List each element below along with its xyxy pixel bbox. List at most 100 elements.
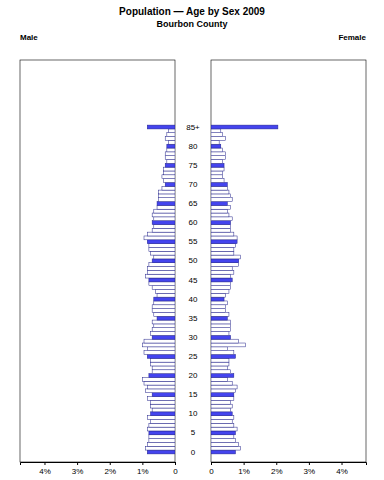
bar <box>211 255 240 259</box>
tick-label: 4% <box>336 467 348 476</box>
tick: 0 <box>209 462 214 476</box>
chart: Population — Age by Sex 2009Bourbon Coun… <box>0 0 384 480</box>
series-label: Male <box>20 33 38 42</box>
tick-label: 4% <box>39 467 51 476</box>
bar <box>211 290 229 294</box>
tick-label: 10 <box>189 409 198 418</box>
tick: 35 <box>189 314 198 323</box>
bar <box>211 202 227 206</box>
bar <box>211 198 232 202</box>
bar <box>211 389 235 393</box>
bar <box>149 435 175 439</box>
bar <box>152 228 175 232</box>
tick-label: 50 <box>189 256 198 265</box>
bar <box>147 347 175 351</box>
bar <box>211 225 231 229</box>
bar <box>164 167 175 171</box>
bar <box>147 442 175 446</box>
bar <box>211 209 227 213</box>
bar <box>151 332 175 336</box>
bar <box>211 179 224 183</box>
bar <box>211 320 231 324</box>
bar <box>147 427 175 431</box>
bar <box>152 370 175 374</box>
bar <box>211 171 222 175</box>
bar <box>152 335 175 339</box>
tick-label: 35 <box>189 314 198 323</box>
bar <box>167 144 175 148</box>
bar <box>211 431 235 435</box>
plot-frame <box>211 60 366 462</box>
bar <box>168 129 175 133</box>
tick: 70 <box>189 180 198 189</box>
bar <box>164 179 175 183</box>
bar <box>149 278 175 282</box>
bar <box>211 347 227 351</box>
bar <box>168 140 175 144</box>
bar <box>165 137 175 141</box>
bar <box>211 408 231 412</box>
bar <box>149 423 175 427</box>
bar <box>211 190 229 194</box>
bars <box>142 125 175 454</box>
bar <box>152 393 175 397</box>
bar <box>147 232 175 236</box>
bar <box>211 385 237 389</box>
title: Population — Age by Sex 2009 <box>119 6 265 17</box>
bar <box>152 366 175 370</box>
bar <box>152 213 175 217</box>
bar <box>211 370 231 374</box>
bar <box>211 267 232 271</box>
bar <box>149 282 175 286</box>
bar <box>211 167 224 171</box>
bar <box>167 160 175 164</box>
bar <box>146 274 175 278</box>
bar <box>211 160 222 164</box>
bar <box>147 397 175 401</box>
tick: 3% <box>72 462 84 476</box>
bar <box>211 374 234 378</box>
bar <box>144 381 175 385</box>
bar <box>211 140 219 144</box>
bar <box>154 324 175 328</box>
bar <box>149 263 175 267</box>
bar <box>157 205 175 209</box>
bar <box>211 286 231 290</box>
bar <box>154 297 175 301</box>
tick-mark <box>342 462 343 465</box>
bar <box>147 385 175 389</box>
tick: 50 <box>189 256 198 265</box>
tick: 55 <box>189 237 198 246</box>
tick-label: 85+ <box>186 123 200 132</box>
bar <box>154 209 175 213</box>
tick: 15 <box>189 390 198 399</box>
bar <box>211 427 237 431</box>
bar <box>211 351 234 355</box>
bar <box>211 247 234 251</box>
bar <box>211 381 232 385</box>
bar <box>211 416 234 420</box>
axis-line <box>193 126 194 455</box>
bar <box>211 213 229 217</box>
tick: 0 <box>173 462 178 476</box>
bar <box>142 377 175 381</box>
bar <box>159 194 175 198</box>
bars <box>211 125 278 454</box>
bar <box>211 259 239 263</box>
bar <box>211 182 227 186</box>
bar <box>149 247 175 251</box>
axis-line <box>212 463 367 466</box>
tick: 85+ <box>186 123 200 132</box>
bar <box>157 293 175 297</box>
bar <box>211 358 229 362</box>
tick: 0 <box>191 448 196 457</box>
bar <box>146 446 175 450</box>
bar <box>154 301 175 305</box>
bar <box>211 419 232 423</box>
tick-label: 5 <box>191 428 196 437</box>
bar <box>211 446 240 450</box>
bar <box>152 305 175 309</box>
bar <box>211 221 231 225</box>
bar <box>154 217 175 221</box>
bar <box>211 450 235 454</box>
